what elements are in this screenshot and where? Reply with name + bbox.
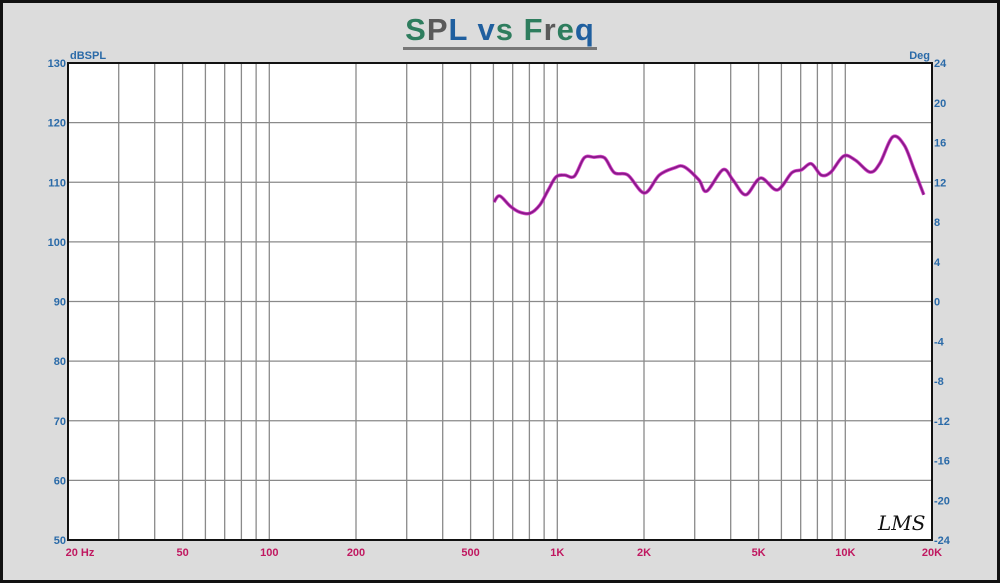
y2-tick-label: 16 [934, 138, 946, 150]
plot-border [67, 62, 933, 541]
x-tick-label: 100 [260, 547, 278, 559]
y2-tick-label: 0 [934, 297, 940, 309]
x-tick-label: 200 [347, 547, 365, 559]
y-tick-label: 60 [54, 475, 66, 487]
x-tick-label: 500 [461, 547, 479, 559]
y2-tick-label: -16 [934, 456, 950, 468]
y-axis-label: dBSPL [70, 50, 106, 62]
chart-title-text: SPL vs Freq [403, 12, 597, 50]
x-tick-label: 1K [550, 547, 564, 559]
x-tick-label: 50 [176, 547, 188, 559]
x-tick-label: 10K [835, 547, 855, 559]
y2-tick-label: -12 [934, 416, 950, 428]
y-tick-label: 80 [54, 356, 66, 368]
y-tick-label: 100 [48, 237, 66, 249]
y2-tick-label: 8 [934, 217, 940, 229]
y2-axis-label: Deg [909, 50, 930, 62]
y2-tick-label: 12 [934, 177, 946, 189]
y-tick-label: 130 [48, 58, 66, 70]
y-tick-label: 90 [54, 297, 66, 309]
y2-tick-label: -20 [934, 495, 950, 507]
y2-tick-label: -8 [934, 376, 944, 388]
y-tick-label: 120 [48, 118, 66, 130]
lms-logo: LMS [877, 511, 925, 535]
y-tick-label: 50 [54, 535, 66, 547]
y2-tick-label: -24 [934, 535, 951, 547]
y2-tick-label: 24 [934, 58, 947, 70]
x-tick-label: 20 Hz [66, 547, 95, 559]
y-tick-label: 70 [54, 416, 66, 428]
chart-title: SPL vs Freq [0, 12, 1000, 50]
x-tick-label: 20K [922, 547, 942, 559]
y2-tick-label: 4 [934, 257, 941, 269]
y2-tick-label: 20 [934, 98, 946, 110]
y-tick-label: 110 [48, 177, 66, 189]
x-tick-label: 5K [752, 547, 766, 559]
x-tick-label: 2K [637, 547, 651, 559]
series-line [493, 135, 925, 215]
y2-tick-label: -4 [934, 336, 945, 348]
